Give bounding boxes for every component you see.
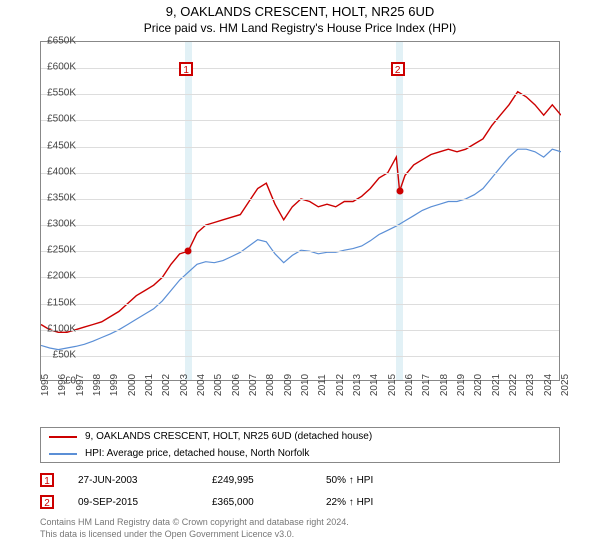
gridline-h [41, 147, 559, 148]
xtick-label: 2001 [144, 374, 155, 396]
xtick-label: 2019 [456, 374, 467, 396]
xtick-label: 2015 [387, 374, 398, 396]
xtick-label: 2017 [421, 374, 432, 396]
xtick-label: 1995 [40, 374, 51, 396]
xtick-label: 2006 [231, 374, 242, 396]
gridline-h [41, 277, 559, 278]
footer-line-1: Contains HM Land Registry data © Crown c… [40, 517, 560, 529]
plot-region: 12 [40, 41, 560, 381]
xtick-label: 1996 [57, 374, 68, 396]
ytick-label: £300K [47, 219, 76, 230]
xtick-label: 2014 [369, 374, 380, 396]
sale-marker-box: 1 [179, 62, 193, 76]
legend-swatch [49, 436, 77, 438]
xtick-label: 2000 [127, 374, 138, 396]
line-layer [41, 42, 561, 382]
sale-row-marker: 1 [40, 473, 54, 487]
xtick-label: 2012 [335, 374, 346, 396]
xtick-label: 2016 [404, 374, 415, 396]
gridline-h [41, 173, 559, 174]
xtick-label: 2002 [161, 374, 172, 396]
legend-swatch [49, 453, 77, 455]
gridline-h [41, 68, 559, 69]
sales-table-row: 1 27-JUN-2003 £249,995 50% ↑ HPI [40, 469, 560, 491]
ytick-label: £50K [53, 349, 76, 360]
gridline-h [41, 225, 559, 226]
ytick-label: £500K [47, 114, 76, 125]
xtick-label: 2018 [439, 374, 450, 396]
sale-marker-box: 2 [391, 62, 405, 76]
xtick-label: 2010 [300, 374, 311, 396]
xtick-label: 2024 [543, 374, 554, 396]
gridline-h [41, 120, 559, 121]
footer-attribution: Contains HM Land Registry data © Crown c… [40, 517, 560, 540]
xtick-label: 2004 [196, 374, 207, 396]
chart-container: 9, OAKLANDS CRESCENT, HOLT, NR25 6UD Pri… [0, 0, 600, 560]
ytick-label: £600K [47, 62, 76, 73]
xtick-label: 1998 [92, 374, 103, 396]
series-price_paid [41, 92, 561, 333]
ytick-label: £400K [47, 166, 76, 177]
sale-marker-dot [185, 248, 192, 255]
gridline-h [41, 356, 559, 357]
gridline-h [41, 330, 559, 331]
ytick-label: £100K [47, 323, 76, 334]
legend-item: HPI: Average price, detached house, Nort… [41, 445, 559, 462]
ytick-label: £150K [47, 297, 76, 308]
page-title: 9, OAKLANDS CRESCENT, HOLT, NR25 6UD [0, 0, 600, 19]
legend-label: 9, OAKLANDS CRESCENT, HOLT, NR25 6UD (de… [85, 431, 372, 442]
gridline-h [41, 251, 559, 252]
legend: 9, OAKLANDS CRESCENT, HOLT, NR25 6UD (de… [40, 427, 560, 463]
xtick-label: 2011 [317, 374, 328, 396]
xtick-label: 2013 [352, 374, 363, 396]
xtick-label: 2025 [560, 374, 571, 396]
gridline-h [41, 94, 559, 95]
ytick-label: £250K [47, 245, 76, 256]
xtick-label: 2022 [508, 374, 519, 396]
gridline-h [41, 199, 559, 200]
ytick-label: £350K [47, 192, 76, 203]
xtick-label: 2020 [473, 374, 484, 396]
xtick-label: 2005 [213, 374, 224, 396]
xtick-label: 2003 [179, 374, 190, 396]
chart-area: 12 £0£50K£100K£150K£200K£250K£300K£350K£… [40, 41, 600, 421]
sales-table: 1 27-JUN-2003 £249,995 50% ↑ HPI 2 09-SEP-201… [40, 469, 560, 513]
xtick-label: 2009 [283, 374, 294, 396]
xtick-label: 2007 [248, 374, 259, 396]
xtick-label: 1997 [75, 374, 86, 396]
legend-label: HPI: Average price, detached house, Nort… [85, 448, 309, 459]
page-subtitle: Price paid vs. HM Land Registry's House … [0, 19, 600, 41]
ytick-label: £200K [47, 271, 76, 282]
footer-line-2: This data is licensed under the Open Gov… [40, 529, 560, 541]
sale-marker-dot [396, 188, 403, 195]
xtick-label: 2021 [491, 374, 502, 396]
sale-price: £365,000 [212, 497, 302, 508]
sale-hpi-delta: 50% ↑ HPI [326, 475, 373, 486]
legend-item: 9, OAKLANDS CRESCENT, HOLT, NR25 6UD (de… [41, 428, 559, 445]
sale-hpi-delta: 22% ↑ HPI [326, 497, 373, 508]
series-hpi [41, 149, 561, 349]
sales-table-row: 2 09-SEP-2015 £365,000 22% ↑ HPI [40, 491, 560, 513]
sale-row-marker: 2 [40, 495, 54, 509]
ytick-label: £450K [47, 140, 76, 151]
xtick-label: 1999 [109, 374, 120, 396]
sale-date: 09-SEP-2015 [78, 497, 188, 508]
ytick-label: £550K [47, 88, 76, 99]
sale-date: 27-JUN-2003 [78, 475, 188, 486]
xtick-label: 2008 [265, 374, 276, 396]
ytick-label: £650K [47, 36, 76, 47]
gridline-h [41, 304, 559, 305]
xtick-label: 2023 [525, 374, 536, 396]
sale-price: £249,995 [212, 475, 302, 486]
